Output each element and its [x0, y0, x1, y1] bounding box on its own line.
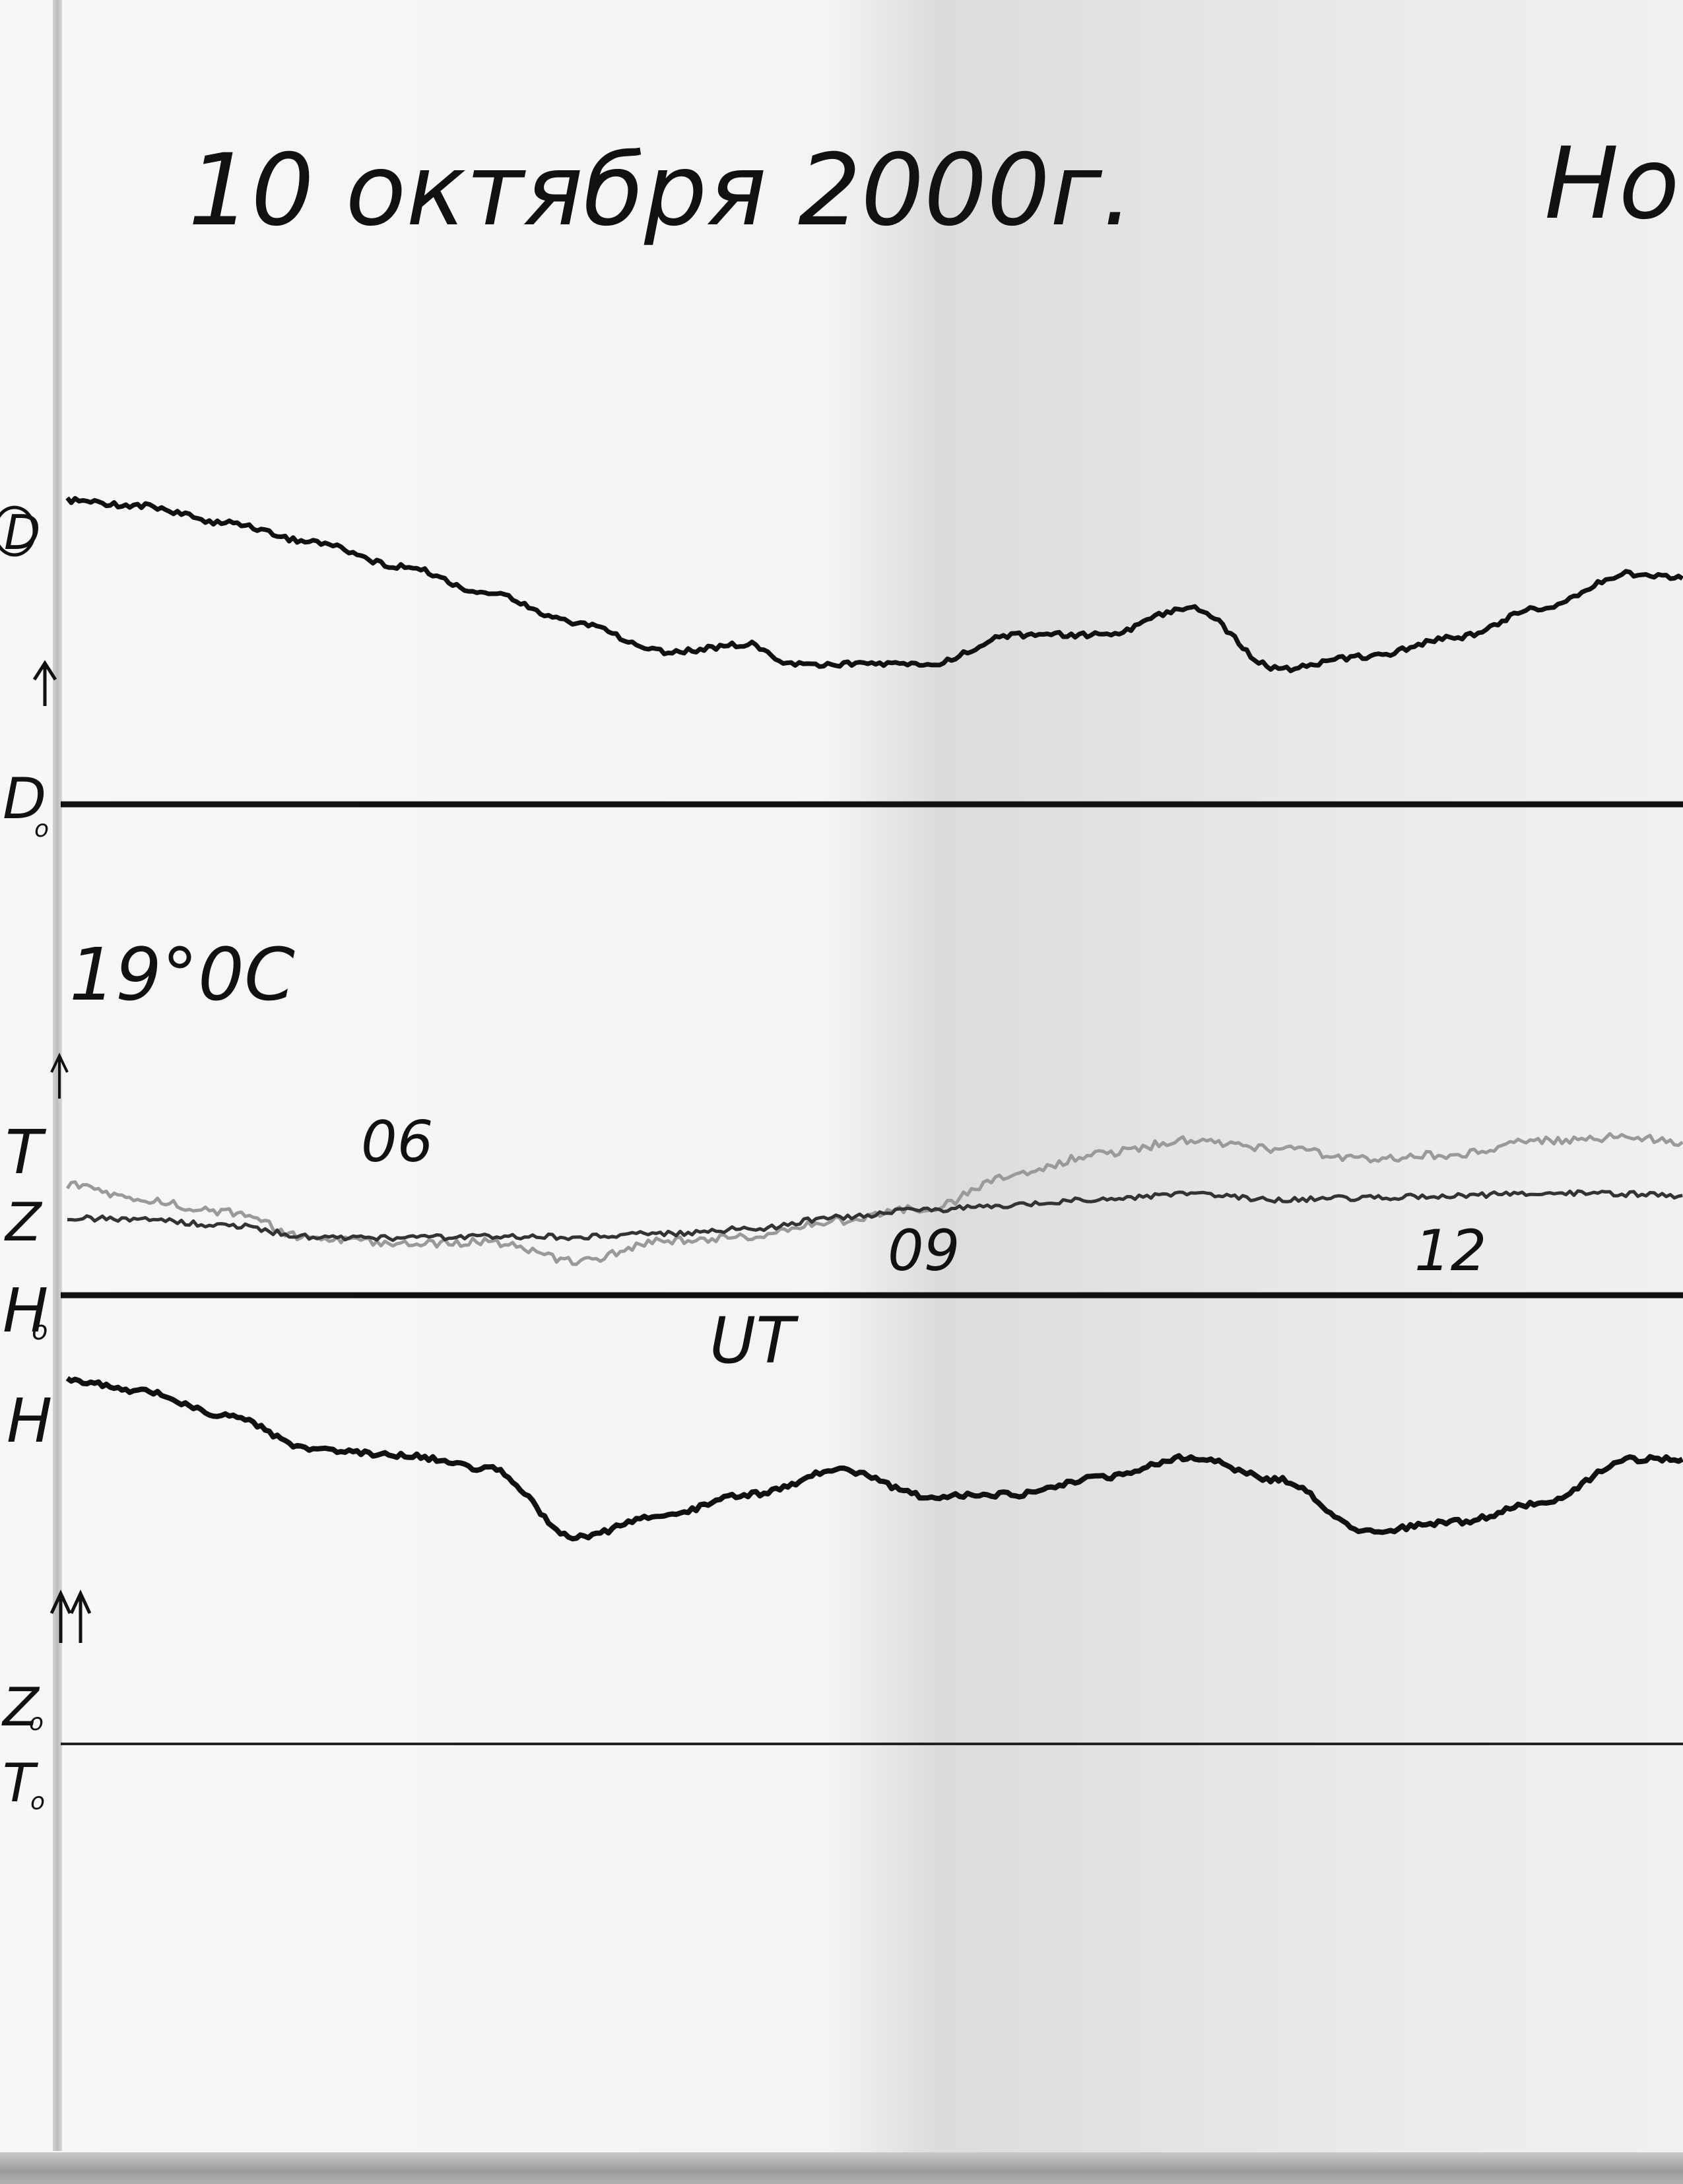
- trace-t: [65, 1132, 1683, 1266]
- hour-tick-labels: 06 09 12: [361, 1109, 1486, 1284]
- label-h: H: [7, 1386, 52, 1456]
- double-arrow-up-icon: [50, 1590, 92, 1643]
- label-t0-subscript: o: [30, 1788, 45, 1815]
- trace-z: [67, 1189, 1683, 1242]
- trace-d: [65, 496, 1683, 674]
- magnetogram-traces: [65, 496, 1683, 1542]
- label-z0: Z: [1, 1677, 40, 1738]
- trace-h: [65, 1376, 1683, 1542]
- label-d0-subscript: o: [34, 816, 49, 843]
- label-h0-subscript: o: [32, 1316, 48, 1346]
- d-circle-marker: [0, 505, 36, 557]
- temperature-note: 19°0C: [69, 932, 295, 1017]
- hour-tick-09: 09: [888, 1218, 960, 1284]
- bottom-edge-shadow: [0, 2152, 1683, 2184]
- label-z: Z: [4, 1192, 43, 1253]
- label-t0: T: [3, 1752, 39, 1814]
- hour-tick-06: 06: [361, 1109, 433, 1175]
- label-h0: H: [3, 1275, 48, 1346]
- date-title: 10 октября 2000г.: [188, 133, 1133, 248]
- label-z0-subscript: o: [29, 1709, 44, 1736]
- label-d0: D: [3, 766, 46, 832]
- arrow-up-icon: [32, 660, 57, 706]
- hour-tick-12: 12: [1414, 1218, 1486, 1284]
- arrow-up-icon: [50, 1052, 69, 1099]
- station-code: Но: [1544, 127, 1680, 241]
- label-t: T: [5, 1117, 47, 1188]
- label-d: D: [4, 505, 40, 560]
- axis-label-ut: UT: [710, 1304, 799, 1378]
